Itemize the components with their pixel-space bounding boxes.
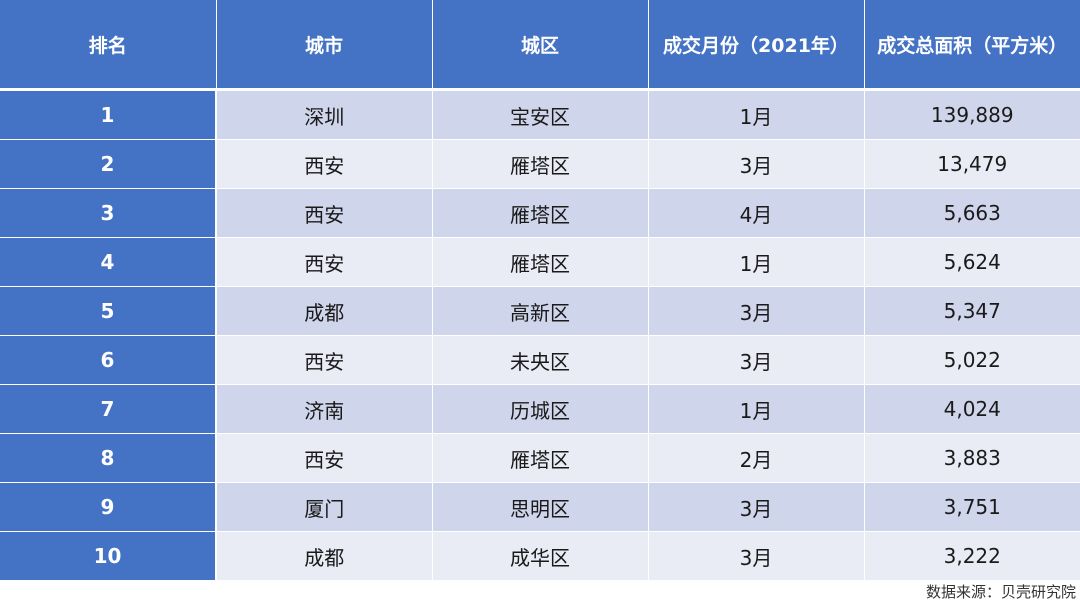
district-cell: 雁塔区 xyxy=(432,237,649,287)
rank-cell: 10 xyxy=(0,531,217,580)
table-row: 2 西安 雁塔区 3月 13,479 xyxy=(0,139,1080,189)
city-cell: 成都 xyxy=(216,286,433,336)
area-cell: 5,347 xyxy=(864,286,1080,336)
area-cell: 5,022 xyxy=(864,335,1080,385)
rank-cell: 2 xyxy=(0,139,217,189)
month-cell: 1月 xyxy=(648,89,865,140)
rank-cell: 3 xyxy=(0,188,217,238)
rank-cell: 8 xyxy=(0,433,217,483)
header-rank: 排名 xyxy=(0,0,217,91)
header-city: 城市 xyxy=(216,0,433,91)
district-cell: 未央区 xyxy=(432,335,649,385)
area-cell: 13,479 xyxy=(864,139,1080,189)
rank-cell: 9 xyxy=(0,482,217,532)
table-row: 9 厦门 思明区 3月 3,751 xyxy=(0,482,1080,532)
area-cell: 5,663 xyxy=(864,188,1080,238)
city-cell: 西安 xyxy=(216,237,433,287)
ranking-table: 排名 城市 城区 成交月份（2021年） 成交总面积（平方米） 1 深圳 宝安区… xyxy=(0,0,1080,580)
month-cell: 3月 xyxy=(648,482,865,532)
district-cell: 高新区 xyxy=(432,286,649,336)
area-cell: 4,024 xyxy=(864,384,1080,434)
city-cell: 西安 xyxy=(216,188,433,238)
rank-cell: 5 xyxy=(0,286,217,336)
month-cell: 3月 xyxy=(648,286,865,336)
month-cell: 4月 xyxy=(648,188,865,238)
table-row: 10 成都 成华区 3月 3,222 xyxy=(0,531,1080,580)
month-cell: 3月 xyxy=(648,531,865,580)
month-cell: 2月 xyxy=(648,433,865,483)
rank-cell: 1 xyxy=(0,89,217,140)
district-cell: 雁塔区 xyxy=(432,139,649,189)
rank-cell: 4 xyxy=(0,237,217,287)
header-month: 成交月份（2021年） xyxy=(648,0,865,91)
month-cell: 1月 xyxy=(648,237,865,287)
city-cell: 西安 xyxy=(216,433,433,483)
district-cell: 雁塔区 xyxy=(432,433,649,483)
table-row: 1 深圳 宝安区 1月 139,889 xyxy=(0,89,1080,140)
rank-cell: 7 xyxy=(0,384,217,434)
district-cell: 历城区 xyxy=(432,384,649,434)
table-row: 8 西安 雁塔区 2月 3,883 xyxy=(0,433,1080,483)
table-row: 3 西安 雁塔区 4月 5,663 xyxy=(0,188,1080,238)
table-row: 6 西安 未央区 3月 5,022 xyxy=(0,335,1080,385)
district-cell: 思明区 xyxy=(432,482,649,532)
table-row: 7 济南 历城区 1月 4,024 xyxy=(0,384,1080,434)
month-cell: 3月 xyxy=(648,139,865,189)
header-district: 城区 xyxy=(432,0,649,91)
table-row: 5 成都 高新区 3月 5,347 xyxy=(0,286,1080,336)
city-cell: 深圳 xyxy=(216,89,433,140)
area-cell: 3,883 xyxy=(864,433,1080,483)
data-source-note: 数据来源：贝壳研究院 xyxy=(925,583,1076,601)
area-cell: 5,624 xyxy=(864,237,1080,287)
table-header-row: 排名 城市 城区 成交月份（2021年） 成交总面积（平方米） xyxy=(0,0,1080,91)
month-cell: 1月 xyxy=(648,384,865,434)
table-row: 4 西安 雁塔区 1月 5,624 xyxy=(0,237,1080,287)
city-cell: 成都 xyxy=(216,531,433,580)
city-cell: 济南 xyxy=(216,384,433,434)
city-cell: 厦门 xyxy=(216,482,433,532)
rank-cell: 6 xyxy=(0,335,217,385)
district-cell: 雁塔区 xyxy=(432,188,649,238)
header-area: 成交总面积（平方米） xyxy=(864,0,1080,91)
city-cell: 西安 xyxy=(216,335,433,385)
area-cell: 3,222 xyxy=(864,531,1080,580)
area-cell: 3,751 xyxy=(864,482,1080,532)
district-cell: 宝安区 xyxy=(432,89,649,140)
district-cell: 成华区 xyxy=(432,531,649,580)
month-cell: 3月 xyxy=(648,335,865,385)
area-cell: 139,889 xyxy=(864,89,1080,140)
city-cell: 西安 xyxy=(216,139,433,189)
